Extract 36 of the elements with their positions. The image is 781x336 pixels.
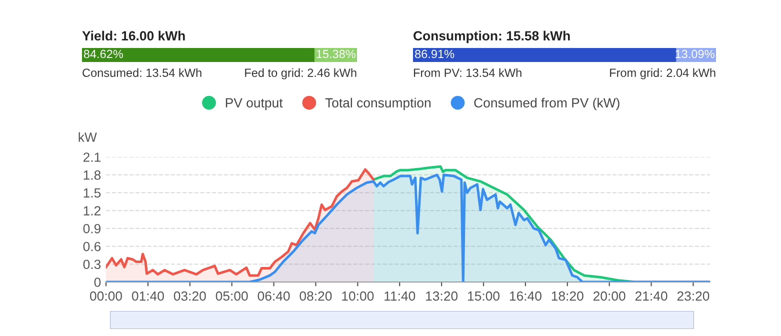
x-tick-label: 05:00 [216, 291, 248, 301]
x-tick-label: 01:40 [132, 291, 164, 301]
x-tick-label: 03:20 [174, 291, 206, 301]
x-tick-label: 18:20 [552, 291, 584, 301]
x-tick-label: 10:00 [342, 291, 374, 301]
data-label: 84.62% [84, 50, 123, 58]
y-tick-label: 1.5 [84, 188, 101, 198]
text: From grid: 2.04 kWh [610, 68, 716, 80]
text: Consumed: 13.54 kWh [82, 68, 202, 77]
y-tick-label: 1.2 [84, 206, 100, 216]
x-tick-label: 13:20 [426, 291, 458, 301]
y-tick-label: 0 [94, 278, 101, 287]
x-tick-label: 16:40 [510, 291, 542, 301]
y-tick-label: 0.9 [83, 224, 101, 234]
y-tick-label: 1.8 [84, 170, 101, 180]
x-tick-label: 08:20 [300, 291, 332, 301]
x-tick-label: 11:40 [384, 291, 416, 301]
x-tick-label: 15:00 [468, 291, 500, 301]
x-tick-label: 23:20 [677, 291, 710, 301]
y-tick-label: 0.3 [83, 260, 101, 270]
y-tick-label: 2.1 [83, 152, 100, 162]
text: From PV: 13.54 kWh [414, 68, 522, 77]
x-tick-label: 21:40 [635, 291, 668, 301]
legend-label: Consumed from PV (kW) [474, 98, 620, 110]
chart-title: Consumption: 15.58 kWh [414, 30, 570, 44]
chart-title: Yield: 16.00 kWh [82, 30, 185, 40]
legend-label: Total consumption [325, 98, 430, 110]
legend-label: PV output [226, 98, 283, 110]
data-label: 15.38% [316, 50, 356, 58]
x-tick-label: 00:00 [90, 291, 122, 301]
data-label: 86.91% [415, 50, 454, 58]
text: Fed to grid: 2.46 kWh [245, 68, 356, 80]
x-tick-label: 20:00 [593, 291, 626, 301]
x-tick-label: 06:40 [258, 291, 290, 301]
y-axis-title: kW [78, 132, 97, 142]
y-tick-label: 0.6 [83, 242, 101, 252]
